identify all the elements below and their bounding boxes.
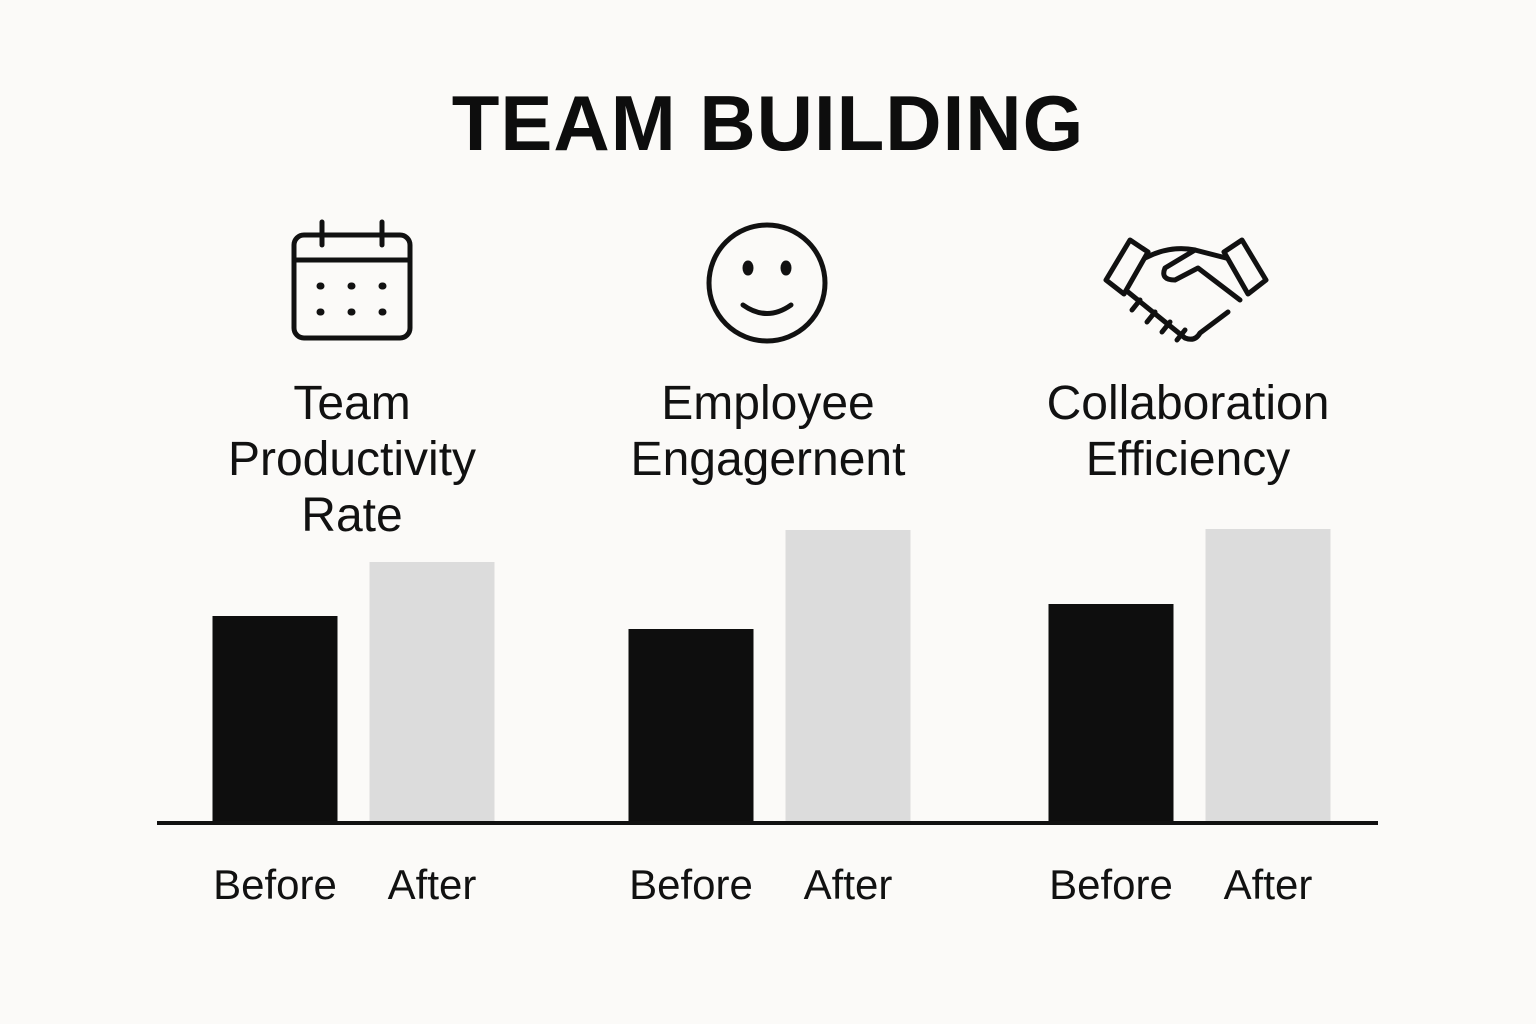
bar — [628, 629, 754, 821]
x-tick-label: Before — [213, 861, 337, 908]
x-tick-label: Before — [629, 861, 753, 908]
chart-title: Team Productivity Rate — [227, 377, 477, 542]
x-tick-label: After — [388, 861, 477, 908]
main-title: TEAM BUILDING — [451, 79, 1085, 167]
bar — [1205, 529, 1331, 821]
x-tick-label: After — [804, 861, 893, 908]
handshake-icon — [1103, 237, 1269, 343]
bar — [785, 530, 911, 821]
x-tick-label: After — [1224, 861, 1313, 908]
bar — [1048, 604, 1174, 821]
bar — [212, 616, 338, 821]
calendar-icon — [291, 219, 413, 341]
chart-title: Employee Engagernent — [630, 377, 906, 486]
bar — [369, 562, 495, 821]
x-tick-label: Before — [1049, 861, 1173, 908]
chart-title: Collaboration Efficiency — [1046, 377, 1330, 486]
smiley-icon — [706, 222, 828, 344]
